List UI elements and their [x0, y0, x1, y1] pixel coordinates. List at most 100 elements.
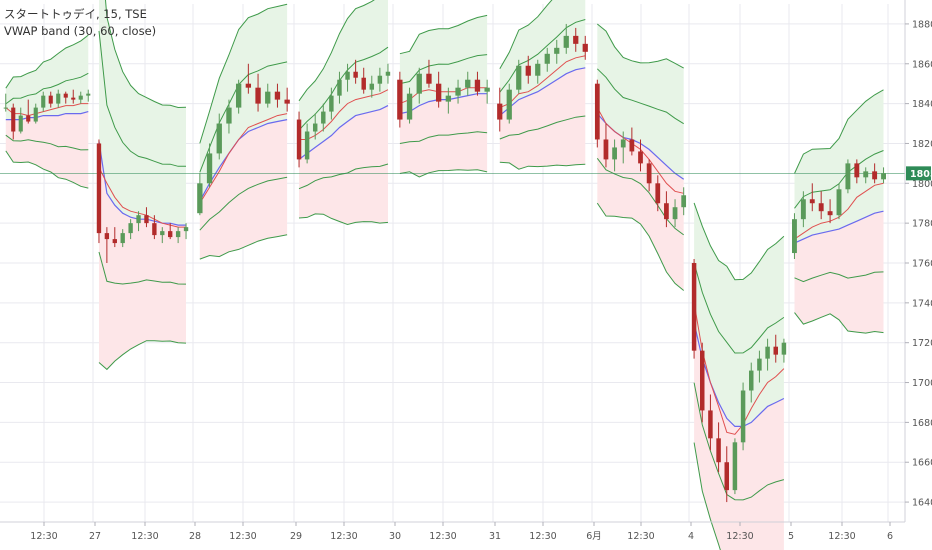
candle-body [681, 195, 687, 208]
candle-body [708, 410, 713, 439]
candle-body [544, 53, 550, 64]
x-tick-label: 12:30 [229, 531, 256, 542]
band-line [5, 72, 89, 105]
x-tick-label: 12:30 [429, 531, 456, 542]
vwap-line [499, 67, 586, 117]
y-tick-label: 1880 [912, 19, 932, 30]
candle-body [740, 390, 746, 443]
candle-body [128, 223, 133, 234]
candle-body [361, 77, 366, 90]
candle-body [603, 139, 609, 160]
band-line [98, 251, 187, 285]
band-line [199, 3, 288, 144]
ema-line [5, 103, 89, 117]
candle-body [809, 199, 815, 204]
y-tick-label: 1820 [912, 139, 932, 150]
candle-body [406, 93, 413, 120]
band-line [693, 382, 785, 501]
candle-body [827, 211, 833, 216]
band-line [399, 14, 488, 55]
candle-body [96, 143, 102, 234]
x-tick-label: 29 [290, 531, 302, 542]
candle-body [265, 91, 271, 104]
candle-body [757, 358, 762, 371]
candle-body [818, 203, 824, 212]
x-tick-label: 28 [189, 531, 201, 542]
chart-legend: スタートトゥデイ, 15, TSE VWAP band (30, 60, clo… [4, 6, 156, 40]
candle-body [773, 346, 778, 355]
candle-body [353, 71, 358, 78]
y-tick-label: 1860 [912, 59, 932, 70]
vwap-line [98, 141, 186, 226]
candle-body [312, 123, 318, 132]
x-tick-label: 30 [389, 531, 401, 542]
candle-body [377, 75, 383, 84]
indicator-label: VWAP band (30, 60, close) [4, 24, 157, 38]
ema-line [299, 89, 389, 140]
candle-body [525, 65, 531, 76]
band-line [596, 68, 684, 125]
band-line [98, 340, 187, 371]
y-tick-label: 1660 [912, 458, 932, 469]
band-line [5, 34, 89, 89]
band-line [399, 131, 488, 144]
candle-body [629, 139, 635, 152]
candle-body [516, 65, 522, 90]
band-line [5, 134, 89, 151]
candle-body [337, 79, 342, 96]
candle-body [765, 346, 770, 359]
vwap-line [399, 93, 488, 115]
x-tick-label: 12:30 [529, 531, 556, 542]
candle-body [104, 233, 110, 240]
y-tick-label: 1720 [912, 338, 932, 349]
band-line [596, 202, 685, 291]
candle-body [175, 231, 181, 238]
vwap-line [298, 105, 389, 160]
band-lower-fill [299, 105, 388, 225]
ema-line [199, 113, 288, 204]
candle-body [781, 342, 787, 355]
band-line [794, 271, 884, 283]
price-axis: 1640 1660 1680 1700 1720 1740 1760 1780 1800 1820… [904, 0, 932, 522]
candle-body [369, 83, 375, 90]
band-line [596, 157, 684, 236]
candle-body [78, 95, 83, 100]
candle-body [11, 107, 16, 132]
band-lower-fill [199, 119, 288, 260]
candle-body [872, 171, 878, 180]
x-tick-label: 27 [89, 531, 101, 542]
x-tick-label: 12:30 [330, 531, 357, 542]
candle-body [274, 91, 281, 100]
y-tick-label: 1840 [912, 99, 932, 110]
candle-body [554, 47, 560, 54]
x-tick-label: 12:30 [726, 531, 753, 542]
y-tick-label: 1640 [912, 498, 932, 509]
candles [3, 23, 886, 503]
candle-body [716, 438, 721, 463]
candle-body [284, 99, 290, 104]
candle-body [385, 71, 391, 76]
band-line [499, 115, 586, 140]
candle-body [749, 370, 754, 391]
candle-body [724, 462, 729, 491]
candle-body [664, 203, 669, 220]
band-lower-fill [99, 141, 186, 370]
band-line [199, 61, 288, 173]
candle-body [792, 219, 797, 254]
candle-body [321, 111, 326, 124]
candle-body [620, 139, 626, 148]
band-upper-fill [597, 24, 684, 180]
vwap-line [199, 119, 288, 202]
candle-body [245, 83, 252, 88]
candle-body [465, 79, 471, 88]
band-line [199, 176, 288, 231]
band-line [693, 262, 785, 354]
band-line [105, 0, 187, 109]
candle-body [612, 147, 617, 160]
candle-body [226, 107, 232, 124]
x-tick-label: 5 [788, 531, 794, 542]
candle-body [120, 233, 125, 244]
band-line [794, 312, 884, 334]
